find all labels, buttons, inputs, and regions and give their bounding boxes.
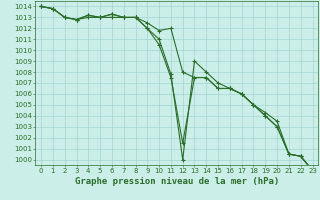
X-axis label: Graphe pression niveau de la mer (hPa): Graphe pression niveau de la mer (hPa) [75, 177, 279, 186]
